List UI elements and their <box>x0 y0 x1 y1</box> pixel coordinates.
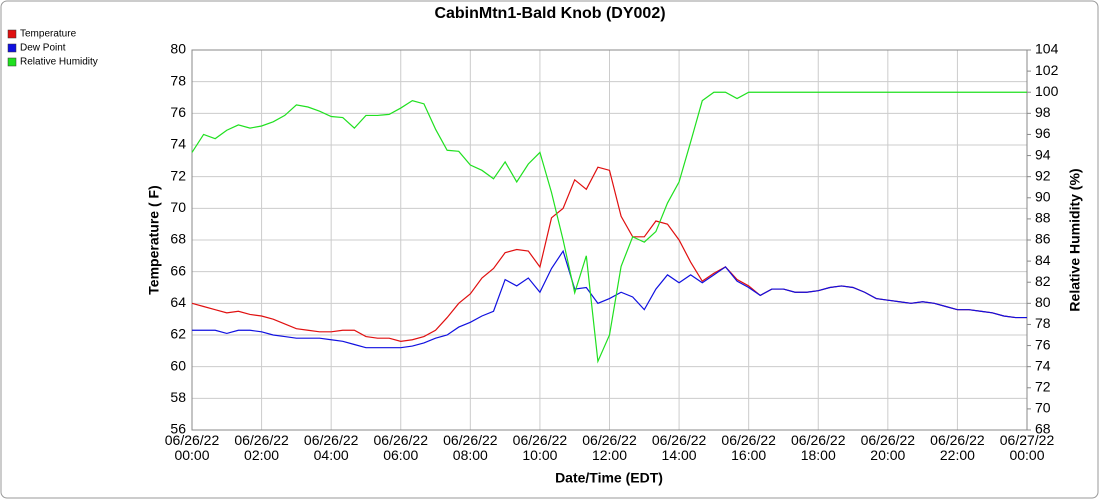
y2-tick-label: 92 <box>1035 167 1051 183</box>
legend-label: Temperature <box>20 29 77 40</box>
y-tick-label: 66 <box>170 262 186 278</box>
x-tick-label: 06/26/22 10:00 <box>512 432 568 463</box>
y2-tick-label: 80 <box>1035 294 1051 310</box>
y-tick-label: 70 <box>170 199 186 215</box>
plot-border <box>191 49 1028 431</box>
y2-tick-label: 96 <box>1035 125 1051 141</box>
y2-tick-label: 86 <box>1035 231 1051 247</box>
y2-tick-label: 90 <box>1035 188 1051 204</box>
x-tick-label: 06/26/22 06:00 <box>373 432 429 463</box>
x-tick-label: 06/26/22 00:00 <box>164 432 220 463</box>
chart-title: CabinMtn1-Bald Knob (DY002) <box>434 5 665 22</box>
y-tick-label: 58 <box>170 389 186 405</box>
x-tick-label: 06/26/22 12:00 <box>582 432 637 463</box>
y-tick-label: 80 <box>170 41 186 57</box>
y-tick-label: 78 <box>170 72 186 88</box>
y2-tick-label: 78 <box>1035 315 1051 331</box>
y2-tick-label: 100 <box>1035 83 1059 99</box>
y2-tick-label: 88 <box>1035 210 1051 226</box>
x-tick-label: 06/26/22 04:00 <box>303 432 359 463</box>
y2-tick-label: 82 <box>1035 273 1051 289</box>
x-tick-label: 06/26/22 08:00 <box>443 432 498 463</box>
legend-swatch <box>7 43 17 53</box>
x-tick-label: 06/26/22 16:00 <box>721 432 776 463</box>
y2-tick-label: 102 <box>1035 62 1059 78</box>
y2-tick-label: 98 <box>1035 104 1051 120</box>
x-tick-label: 06/26/22 22:00 <box>930 432 985 463</box>
y-tick-label: 74 <box>170 136 186 152</box>
y2-tick-label: 76 <box>1035 336 1051 352</box>
x-tick-label: 06/26/22 20:00 <box>860 432 916 463</box>
legend-label: Dew Point <box>20 43 66 54</box>
y-tick-label: 68 <box>170 231 186 247</box>
y-tick-label: 62 <box>170 326 186 342</box>
series-line <box>191 91 1027 364</box>
x-tick-label: 06/27/22 00:00 <box>999 432 1055 463</box>
x-tick-label: 06/26/22 14:00 <box>651 432 707 463</box>
y-tick-label: 56 <box>170 421 186 437</box>
x-axis-title: Date/Time (EDT) <box>555 470 663 486</box>
y2-tick-label: 72 <box>1035 378 1051 394</box>
y2-tick-label: 104 <box>1035 41 1059 57</box>
y2-tick-label: 74 <box>1035 357 1051 373</box>
y-tick-label: 64 <box>170 294 186 310</box>
series-line <box>192 249 1027 349</box>
y2-tick-label: 68 <box>1035 421 1051 437</box>
y-tick-label: 76 <box>170 104 186 120</box>
y-axis-title: Temperature ( F) <box>146 185 162 294</box>
y2-axis-title: Relative Humidity (%) <box>1067 168 1083 311</box>
y-tick-label: 72 <box>170 167 186 183</box>
y2-tick-label: 84 <box>1035 252 1051 268</box>
x-tick-label: 06/26/22 02:00 <box>234 432 289 463</box>
y-tick-label: 60 <box>170 357 186 373</box>
x-tick-label: 06/26/22 18:00 <box>791 432 846 463</box>
legend-label: Relative Humidity <box>20 57 98 68</box>
legend-swatch <box>7 57 17 67</box>
y2-tick-label: 70 <box>1035 400 1051 416</box>
y2-tick-label: 94 <box>1035 146 1051 162</box>
legend-swatch <box>7 29 17 39</box>
